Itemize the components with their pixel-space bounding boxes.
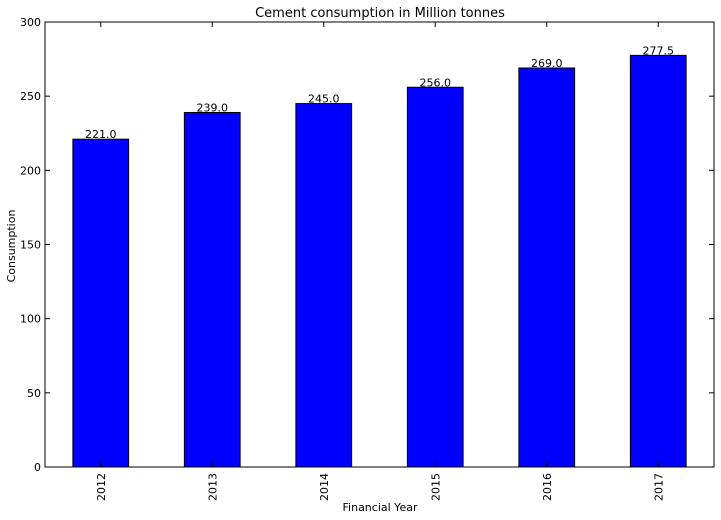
plot-area: 0 50 100 150 200 250 300 2012 221.0 2013 239.0 2014… bbox=[20, 16, 715, 501]
y-tick-label-300: 300 bbox=[20, 16, 41, 29]
x-tick-label-2013: 2013 bbox=[206, 473, 219, 501]
data-label-2015: 256.0 bbox=[420, 76, 452, 89]
x-axis-label: Financial Year bbox=[343, 501, 418, 514]
plot-frame bbox=[44, 21, 715, 468]
x-tick-label-2015: 2015 bbox=[429, 473, 442, 501]
x-tick-label-2016: 2016 bbox=[541, 473, 554, 501]
x-tick-label-2012: 2012 bbox=[95, 473, 108, 501]
y-tick-label-0: 0 bbox=[34, 461, 41, 474]
bar-2014 bbox=[295, 103, 353, 468]
data-label-2012: 221.0 bbox=[85, 128, 117, 141]
bar-2012 bbox=[72, 138, 130, 468]
y-tick-label-250: 250 bbox=[20, 90, 41, 103]
bar-2016 bbox=[518, 67, 576, 468]
y-tick-label-50: 50 bbox=[27, 387, 41, 400]
x-tick-label-2017: 2017 bbox=[652, 473, 665, 501]
bar-2017 bbox=[629, 54, 687, 468]
y-tick-label-100: 100 bbox=[20, 313, 41, 326]
y-tick-label-150: 150 bbox=[20, 239, 41, 252]
data-label-2013: 239.0 bbox=[197, 101, 229, 114]
bar-2015 bbox=[406, 86, 464, 468]
y-tick-label-200: 200 bbox=[20, 164, 41, 177]
data-label-2017: 277.5 bbox=[643, 44, 675, 57]
chart-title: Cement consumption in Million tonnes bbox=[255, 6, 505, 21]
data-label-2016: 269.0 bbox=[531, 57, 563, 70]
bar-2013 bbox=[183, 111, 241, 468]
x-tick-label-2014: 2014 bbox=[318, 473, 331, 501]
y-axis-label: Consumption bbox=[5, 210, 18, 283]
data-label-2014: 245.0 bbox=[308, 93, 340, 106]
